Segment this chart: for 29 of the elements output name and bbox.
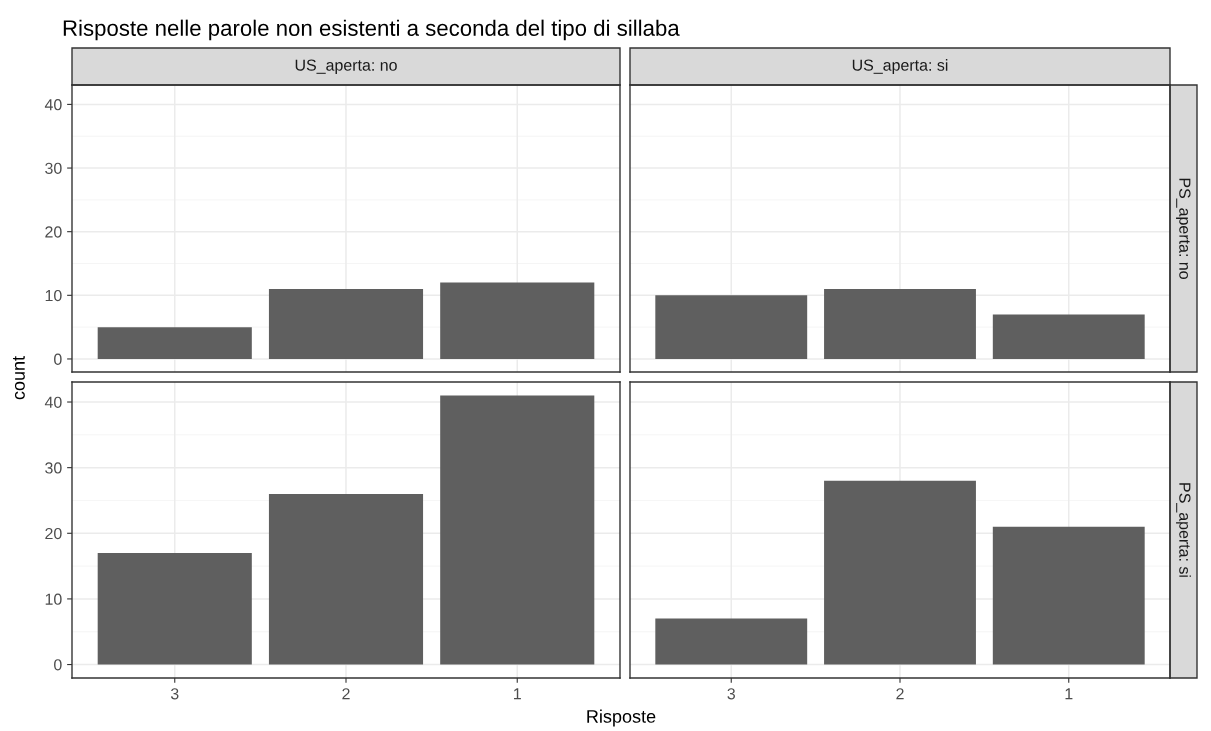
chart-title: Risposte nelle parole non esistenti a seconda del tipo di sillaba [63, 19, 680, 41]
text: PS_aperta: no [1176, 178, 1191, 279]
x-tick-label: 3 [727, 688, 735, 700]
y-tick-label: 40 [44, 99, 62, 111]
bar [97, 327, 252, 359]
bar [268, 288, 424, 359]
y-tick-label: 30 [45, 162, 62, 174]
y-tick-label: 20 [45, 226, 62, 238]
bar [440, 395, 595, 665]
y-tick-label: 10 [45, 289, 62, 302]
chart-subtitle: US_aperta: si [852, 59, 948, 74]
y-tick-label: 0 [54, 659, 62, 671]
chart-subtitle: US_aperta: no [295, 59, 397, 74]
y-axis-title: count [13, 356, 25, 400]
y-tick-label: 40 [44, 396, 62, 408]
text: PS_aperta: si [1176, 483, 1191, 577]
x-tick-label: 2 [342, 688, 350, 700]
x-tick-label: 1 [1065, 688, 1073, 700]
bar [268, 493, 424, 665]
y-tick-label: 20 [45, 527, 62, 540]
bar [97, 552, 252, 665]
y-tick-label: 0 [54, 353, 62, 365]
x-tick-label: 3 [170, 688, 179, 700]
x-tick-label: 1 [514, 688, 521, 700]
x-axis-title: Risposte [587, 709, 656, 727]
bar [440, 282, 595, 359]
y-tick-label: 10 [45, 593, 62, 605]
x-tick-label: 2 [896, 688, 904, 700]
y-tick-label: 30 [45, 462, 62, 474]
